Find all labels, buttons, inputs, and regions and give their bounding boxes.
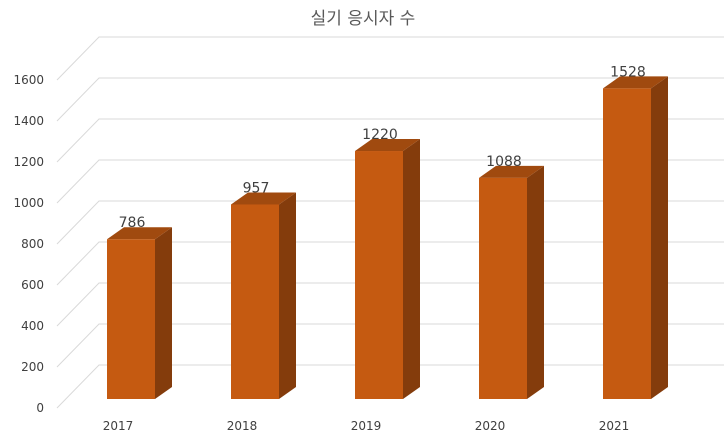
- y-tick-label: 1000: [13, 196, 44, 210]
- x-tick-label: 2020: [475, 419, 506, 433]
- bar-top: [355, 139, 420, 152]
- bar-top: [107, 227, 172, 240]
- bar-top: [479, 165, 544, 178]
- data-label: 1088: [486, 154, 522, 170]
- bar-front: [355, 151, 403, 399]
- gridline: [56, 118, 724, 163]
- y-tick-label: 600: [21, 278, 44, 292]
- data-labels: 786 957 1220 1088 1528: [119, 64, 646, 231]
- bar-top: [603, 76, 668, 89]
- y-tick-label: 1200: [13, 155, 44, 169]
- bar-front: [603, 88, 651, 399]
- bar: [479, 165, 544, 399]
- bar-front: [107, 239, 155, 399]
- bar: [107, 227, 172, 399]
- bar-front: [231, 204, 279, 399]
- y-tick-label: 400: [21, 319, 44, 333]
- data-label: 786: [119, 215, 146, 231]
- x-axis: 2017 2018 2019 2020 2021: [103, 419, 630, 433]
- data-label: 957: [243, 180, 270, 196]
- bar: [603, 76, 668, 399]
- x-tick-label: 2019: [351, 419, 382, 433]
- y-tick-label: 1600: [13, 73, 44, 87]
- bar: [355, 139, 420, 399]
- bar-side: [527, 165, 544, 399]
- y-tick-label: 200: [21, 360, 44, 374]
- bar-side: [651, 76, 668, 399]
- y-tick-label: 0: [36, 401, 44, 415]
- bar: [231, 192, 296, 399]
- bar-top: [231, 192, 296, 205]
- gridline: [56, 77, 724, 122]
- gridline: [56, 36, 724, 81]
- chart-title: 실기 응시자 수: [311, 9, 416, 29]
- bar-front: [479, 177, 527, 399]
- y-tick-label: 1400: [13, 114, 44, 128]
- bar-side: [155, 227, 172, 399]
- data-label: 1220: [362, 127, 398, 143]
- y-tick-label: 800: [21, 237, 44, 251]
- gridline: [56, 159, 724, 204]
- bar-side: [279, 192, 296, 399]
- y-axis: 0 200 400 600 800 1000 1200 1400 1600: [13, 73, 44, 415]
- gridlines: [56, 36, 724, 409]
- x-tick-label: 2017: [103, 419, 134, 433]
- bar-side: [403, 139, 420, 399]
- x-tick-label: 2021: [599, 419, 630, 433]
- bars: [107, 76, 668, 399]
- data-label: 1528: [610, 64, 646, 80]
- x-tick-label: 2018: [227, 419, 258, 433]
